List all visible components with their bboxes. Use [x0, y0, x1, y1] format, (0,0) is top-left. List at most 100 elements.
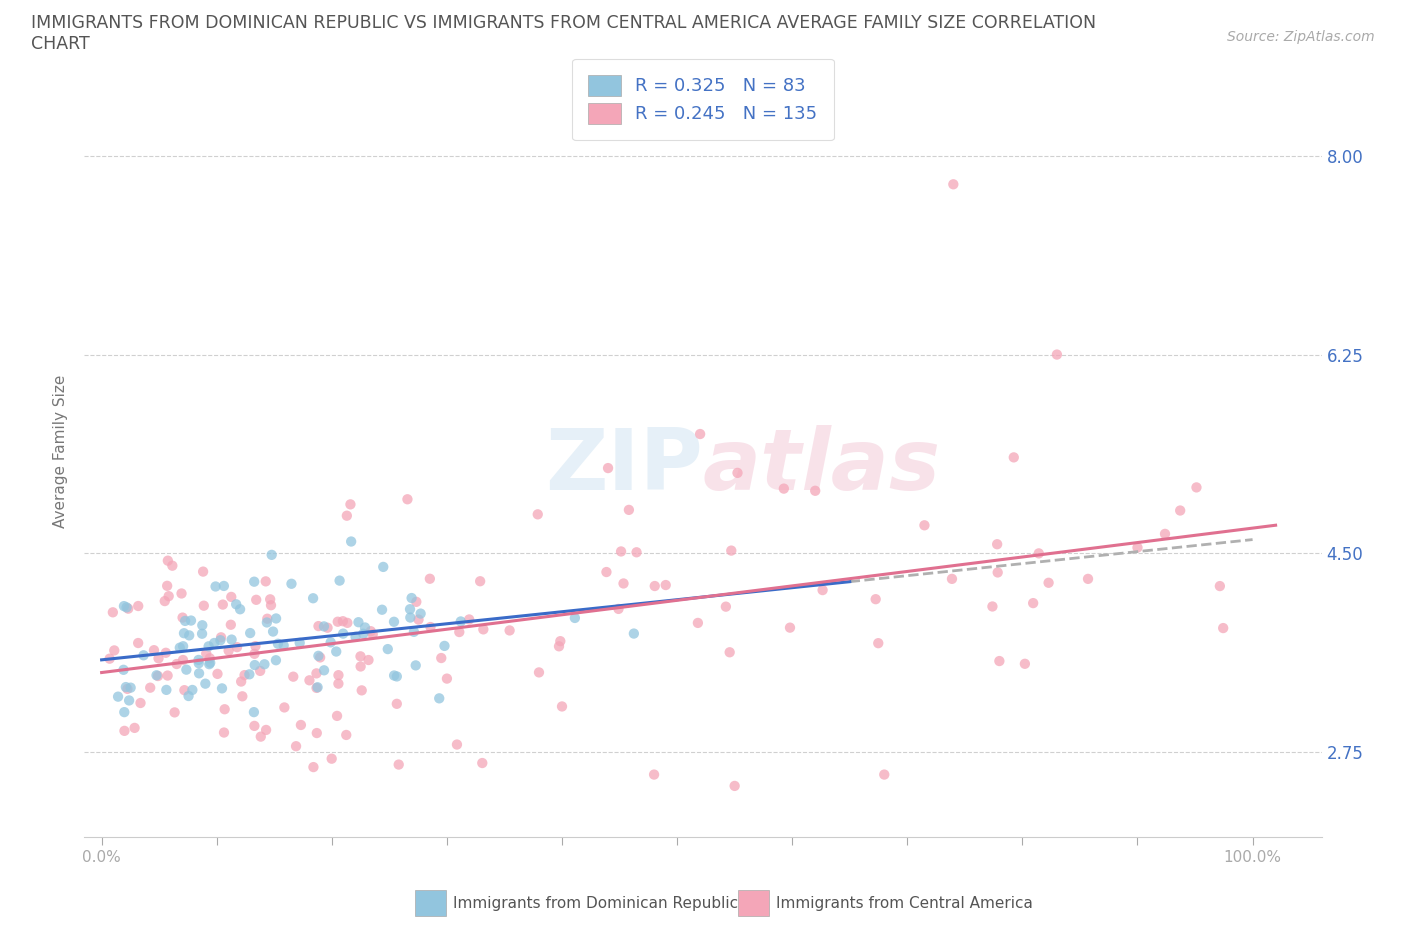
Point	[339, 497, 361, 512]
Point	[714, 599, 737, 614]
Point	[446, 737, 468, 752]
Point	[163, 705, 186, 720]
Point	[253, 657, 276, 671]
Point	[811, 583, 834, 598]
Point	[644, 578, 666, 593]
Text: atlas: atlas	[703, 425, 941, 508]
Point	[143, 643, 166, 658]
Point	[162, 558, 184, 573]
Point	[373, 560, 395, 575]
Text: IMMIGRANTS FROM DOMINICAN REPUBLIC VS IMMIGRANTS FROM CENTRAL AMERICA AVERAGE FA: IMMIGRANTS FROM DOMINICAN REPUBLIC VS IM…	[31, 14, 1097, 32]
Point	[654, 578, 676, 592]
Point	[868, 636, 890, 651]
Point	[254, 723, 277, 737]
Point	[219, 590, 242, 604]
Point	[243, 574, 266, 589]
Point	[449, 625, 471, 640]
Point	[607, 602, 630, 617]
Point	[405, 594, 427, 609]
Point	[472, 622, 495, 637]
Text: Immigrants from Central America: Immigrants from Central America	[776, 896, 1033, 910]
Point	[942, 177, 965, 192]
Point	[211, 681, 233, 696]
Point	[405, 658, 427, 672]
Point	[243, 658, 266, 672]
Point	[328, 668, 350, 683]
Point	[596, 460, 619, 475]
Point	[396, 492, 419, 507]
Point	[112, 705, 135, 720]
Point	[280, 577, 302, 591]
Point	[198, 651, 221, 666]
Point	[352, 626, 374, 641]
Point	[987, 565, 1010, 580]
Point	[326, 615, 349, 630]
Point	[981, 599, 1004, 614]
Y-axis label: Average Family Size: Average Family Size	[53, 375, 69, 527]
Point	[166, 657, 188, 671]
Point	[316, 620, 339, 635]
Point	[305, 681, 328, 696]
Point	[350, 683, 373, 698]
Point	[718, 644, 741, 659]
Point	[114, 724, 136, 738]
Point	[436, 671, 458, 686]
Point	[156, 668, 179, 683]
Point	[254, 574, 277, 589]
Point	[173, 683, 195, 698]
Point	[686, 616, 709, 631]
Point	[986, 537, 1008, 551]
Point	[610, 544, 633, 559]
Point	[1028, 546, 1050, 561]
Point	[290, 718, 312, 733]
Point	[409, 606, 432, 621]
Point	[259, 591, 281, 606]
Point	[226, 640, 249, 655]
Point	[399, 610, 422, 625]
Point	[219, 618, 242, 632]
Point	[401, 591, 423, 605]
Point	[191, 626, 214, 641]
Point	[211, 597, 233, 612]
Point	[302, 760, 325, 775]
Point	[623, 626, 645, 641]
Point	[468, 574, 491, 589]
Point	[218, 644, 240, 658]
Point	[264, 611, 287, 626]
Point	[340, 534, 363, 549]
Point	[200, 656, 222, 671]
Point	[239, 626, 262, 641]
Point	[402, 624, 425, 639]
Point	[179, 628, 201, 643]
Point	[176, 662, 198, 677]
Point	[388, 757, 411, 772]
Point	[385, 669, 408, 684]
Point	[312, 663, 335, 678]
Point	[187, 653, 209, 668]
Point	[548, 639, 571, 654]
Point	[115, 680, 138, 695]
Point	[202, 635, 225, 650]
Point	[249, 663, 271, 678]
Point	[1212, 620, 1234, 635]
Point	[326, 709, 349, 724]
Point	[101, 604, 124, 619]
Point	[357, 653, 380, 668]
Point	[1002, 450, 1025, 465]
Point	[146, 669, 169, 684]
Point	[127, 599, 149, 614]
Point	[336, 509, 359, 524]
Point	[115, 600, 138, 615]
Point	[371, 603, 394, 618]
Point	[145, 668, 167, 683]
Point	[170, 586, 193, 601]
Point	[1022, 596, 1045, 611]
Point	[325, 644, 347, 659]
Point	[564, 610, 586, 625]
Point	[336, 616, 359, 631]
Point	[298, 673, 321, 688]
Point	[172, 639, 194, 654]
Point	[382, 615, 405, 630]
Point	[527, 665, 550, 680]
Point	[112, 662, 135, 677]
